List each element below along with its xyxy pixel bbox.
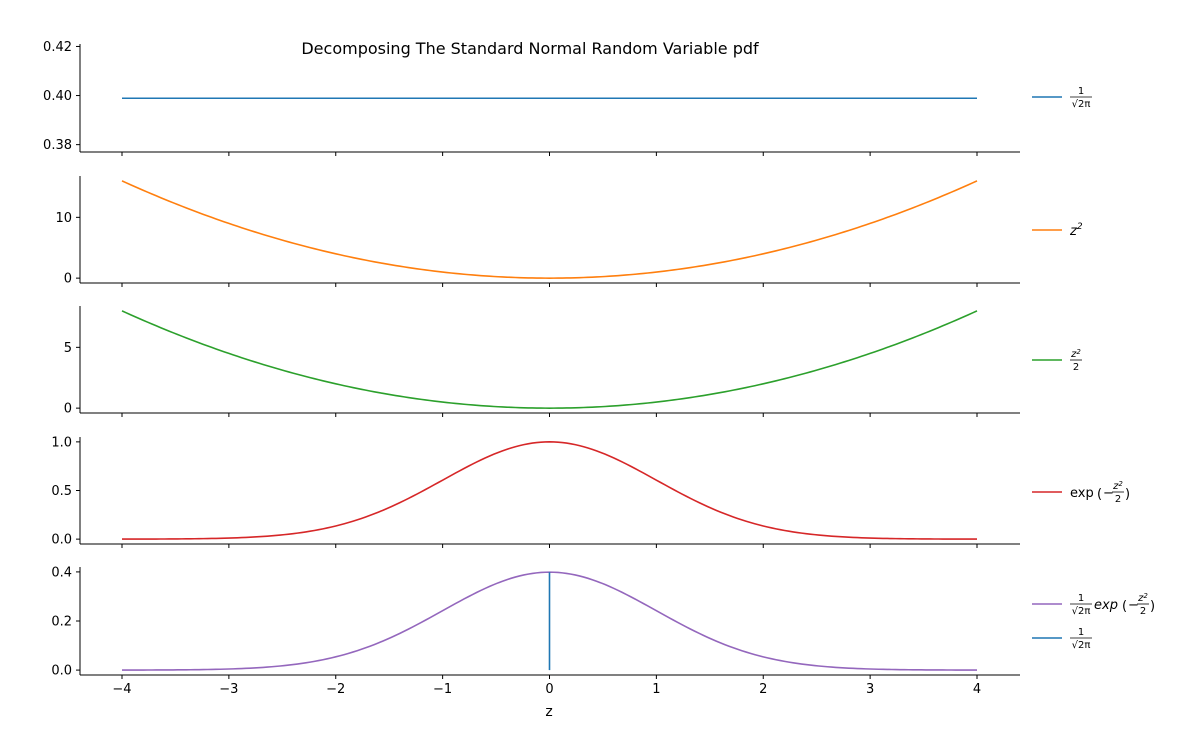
legend-variable: z	[1112, 481, 1119, 492]
legend-sqrt-symbol: √	[1072, 640, 1079, 651]
subplot-1: 0.38 0.40 0.42	[43, 40, 1020, 156]
x-tick-label: 2	[759, 682, 767, 697]
subplot-5: −4 −3 −2 −1 0 1 2 3 4 0.0 0.2 0.4	[51, 565, 1020, 697]
subplot-4: 0.0 0.5 1.0	[51, 435, 1020, 548]
y-tick-label: 0	[64, 402, 72, 417]
x-axis-label: z	[545, 704, 552, 720]
legend-variable: z	[1137, 593, 1144, 604]
y-tick-label: 0	[64, 272, 72, 287]
legend-prefix: exp	[1070, 486, 1094, 501]
legend-minus: −	[1128, 598, 1139, 613]
legend-numerator: z2	[1070, 348, 1081, 360]
y-tick-label: 0.38	[43, 138, 72, 153]
legend-entry: 1 √2π	[1032, 627, 1092, 651]
y-tick-label: 0.2	[51, 615, 72, 630]
legend-paren: )	[1125, 487, 1130, 502]
series-line-4	[122, 441, 977, 540]
x-tick-label: −4	[112, 682, 131, 697]
legend-sqrt-symbol: √	[1072, 606, 1079, 617]
series-line-3	[121, 310, 978, 409]
x-tick-label: −2	[326, 682, 345, 697]
legend-minus: −	[1103, 486, 1114, 501]
subplot-3: 05	[64, 306, 1020, 417]
legend-entry: 1√2π exp(− z22)	[1032, 592, 1155, 617]
legend-denominator: 2	[1140, 606, 1146, 617]
legend-paren: )	[1150, 599, 1155, 614]
legend-sqrt-symbol: √	[1072, 99, 1079, 110]
legend-label: z2	[1069, 222, 1083, 239]
y-tick-label: 0.0	[51, 533, 72, 548]
y-tick-label: 0.40	[43, 89, 72, 104]
legend-denominator: 2	[1115, 494, 1121, 505]
subplot-2: 0 10	[55, 176, 1020, 287]
legend-exponent: 2	[1076, 348, 1081, 356]
x-tick-label: 4	[973, 682, 981, 697]
legend-entry: exp(− z22)	[1032, 480, 1130, 505]
series-line-5	[121, 571, 978, 671]
legend-entry: z2	[1032, 222, 1083, 239]
x-tick-label: 1	[652, 682, 660, 697]
legend-variable: z	[1070, 349, 1077, 360]
y-tick-label: 5	[64, 341, 72, 356]
legend-paren: (	[1097, 487, 1102, 502]
x-tick-label: −1	[433, 682, 452, 697]
y-tick-label: 0.0	[51, 664, 72, 679]
legend-denominator: √2π	[1072, 99, 1091, 110]
legend-denominator: √2π	[1072, 640, 1091, 651]
chart-title: Decomposing The Standard Normal Random V…	[301, 39, 759, 58]
y-tick-label: 1.0	[51, 435, 72, 450]
legend-denominator-text: 2π	[1078, 606, 1090, 617]
legend-numerator: 1	[1078, 86, 1084, 97]
legend-exponent: 2	[1143, 592, 1148, 600]
legend-denominator: 2	[1073, 362, 1079, 373]
legend-entry: z22	[1032, 348, 1082, 373]
legend-numerator: z2	[1112, 480, 1123, 492]
legend-prefix: exp	[1094, 598, 1118, 613]
y-tick-label: 0.5	[51, 484, 72, 499]
y-tick-label: 10	[55, 211, 72, 226]
x-tick-label: −3	[219, 682, 238, 697]
legend-variable: z	[1069, 224, 1078, 239]
series-line-2	[121, 180, 978, 279]
legend-exponent: 2	[1118, 480, 1123, 488]
legend-numerator: z2	[1137, 592, 1148, 604]
x-tick-label: 0	[545, 682, 553, 697]
y-tick-label: 0.42	[43, 40, 72, 55]
legend-numerator: 1	[1078, 593, 1084, 604]
legend-entry: 1 √2π	[1032, 86, 1092, 110]
x-tick-label: 3	[866, 682, 874, 697]
legend-denominator: √2π	[1072, 606, 1091, 617]
y-tick-label: 0.4	[51, 565, 72, 580]
legend-denominator-text: 2π	[1078, 640, 1090, 651]
legend-exponent: 2	[1077, 222, 1083, 232]
legend-paren: (	[1122, 599, 1127, 614]
legend-denominator-text: 2π	[1078, 99, 1090, 110]
legend-numerator: 1	[1078, 627, 1084, 638]
